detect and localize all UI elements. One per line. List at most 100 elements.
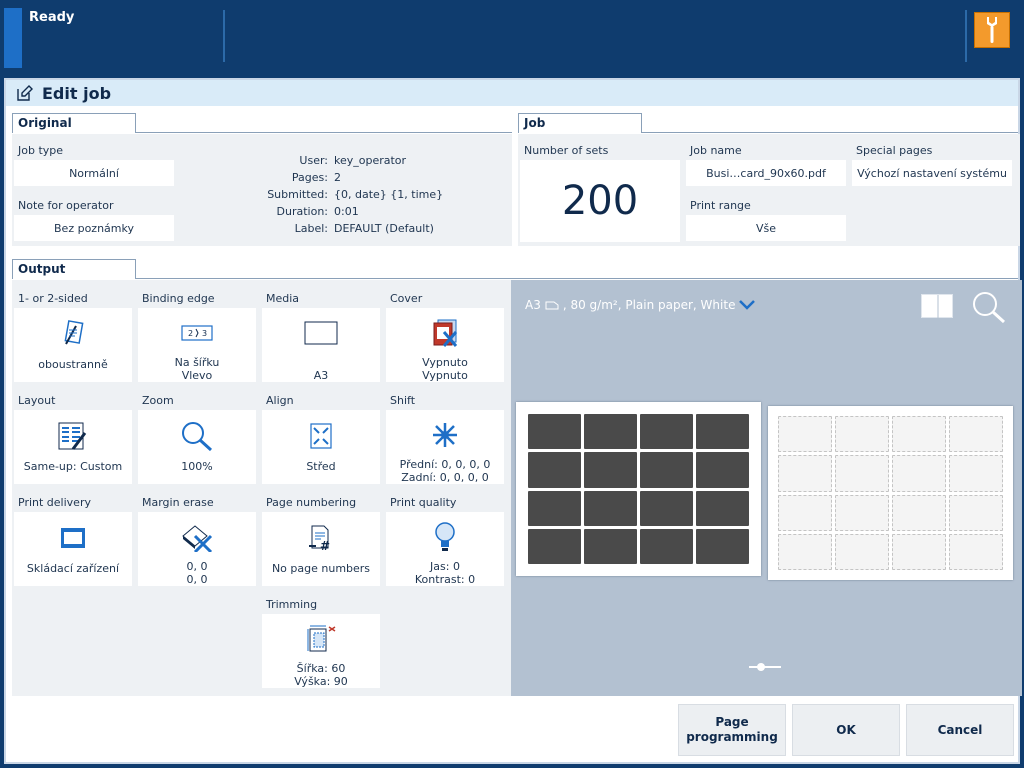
- page-programming-button[interactable]: Page programming: [678, 704, 786, 756]
- edit-job-panel: Edit job Original Job type Normální Note…: [4, 78, 1022, 764]
- tab-output[interactable]: Output: [12, 259, 136, 279]
- media-icon: [304, 321, 338, 344]
- tile-value: A3: [313, 369, 329, 382]
- section-divider: [642, 132, 1018, 133]
- tile-value: Skládací zařízení: [26, 562, 120, 575]
- cancel-button[interactable]: Cancel: [906, 704, 1014, 756]
- print-preview: A3 , 80 g/m², Plain paper, White: [511, 280, 1022, 696]
- tile-label: Align: [266, 394, 294, 407]
- tile-label: Media: [266, 292, 300, 305]
- tile-value: 100%: [181, 460, 213, 473]
- tile-label: Print delivery: [18, 496, 91, 509]
- wrench-icon: [987, 17, 997, 43]
- trimming-icon: [307, 625, 336, 652]
- tile-value: Jas: 0: [430, 560, 460, 573]
- job-name-label: Job name: [690, 144, 742, 157]
- ok-button[interactable]: OK: [792, 704, 900, 756]
- page-title: Edit job: [42, 83, 112, 103]
- info-row: Submitted: {0, date} {1, time}: [216, 186, 443, 203]
- info-key: Duration:: [276, 205, 328, 218]
- print-range-field[interactable]: Vše: [686, 215, 846, 241]
- tile-value: Vlevo: [181, 369, 213, 382]
- tile-value: Zadní: 0, 0, 0, 0: [401, 471, 489, 484]
- status-text: Ready: [29, 10, 75, 25]
- info-key: Submitted:: [267, 188, 328, 201]
- tile-label: Page numbering: [266, 496, 357, 509]
- media-tile[interactable]: A3: [262, 308, 380, 382]
- print-delivery-tile[interactable]: Skládací zařízení: [14, 512, 132, 586]
- tab-job[interactable]: Job: [518, 113, 642, 133]
- section-divider: [136, 132, 512, 133]
- preview-zoom-button[interactable]: [971, 290, 1007, 324]
- top-status-bar: Ready: [0, 0, 1024, 76]
- trimming-tile[interactable]: Šířka: 60 Výška: 90: [262, 614, 380, 688]
- job-type-field[interactable]: Normální: [14, 160, 174, 186]
- svg-text:2: 2: [188, 329, 193, 338]
- margin-erase-icon: [182, 525, 213, 552]
- two-sided-icon: [64, 320, 84, 345]
- info-value: DEFAULT (Default): [334, 222, 434, 235]
- tile-value: Vypnuto: [422, 356, 468, 369]
- page-numbering-tile[interactable]: # No page numbers: [262, 512, 380, 586]
- tile-label: 1- or 2-sided: [18, 292, 88, 305]
- back-sheet: [768, 406, 1013, 580]
- topbar-divider: [965, 10, 967, 62]
- media-selector[interactable]: A3 , 80 g/m², Plain paper, White: [525, 298, 756, 312]
- tile-label: Print quality: [390, 496, 457, 509]
- tile-value: Šířka: 60: [296, 662, 346, 675]
- page-numbering-icon: #: [309, 525, 330, 552]
- service-tool-button[interactable]: [974, 12, 1010, 48]
- tile-value: Střed: [306, 460, 336, 473]
- number-of-sets-field[interactable]: 200: [520, 160, 680, 242]
- cover-tile[interactable]: Vypnuto Vypnuto: [386, 308, 504, 382]
- paper-orientation-icon: [545, 301, 559, 310]
- svg-text:3: 3: [202, 329, 207, 338]
- print-range-label: Print range: [690, 199, 751, 212]
- special-pages-label: Special pages: [856, 144, 933, 157]
- cover-icon: [433, 319, 458, 347]
- tile-value: No page numbers: [271, 562, 371, 575]
- margin-erase-tile[interactable]: 0, 0 0, 0: [138, 512, 256, 586]
- edit-job-icon: [17, 85, 33, 101]
- job-info: User: key_operator Pages: 2 Submitted: {0, …: [216, 152, 443, 237]
- tile-label: Margin erase: [142, 496, 214, 509]
- info-key: Label:: [294, 222, 328, 235]
- tile-label: Shift: [390, 394, 416, 407]
- layout-tile[interactable]: Same-up: Custom: [14, 410, 132, 484]
- shift-icon: [433, 423, 457, 447]
- two-sided-tile[interactable]: oboustranně: [14, 308, 132, 382]
- info-value: key_operator: [334, 154, 407, 167]
- tab-original[interactable]: Original: [12, 113, 136, 133]
- info-key: Pages:: [291, 171, 328, 184]
- note-field[interactable]: Bez poznámky: [14, 215, 174, 241]
- section-divider: [136, 278, 1018, 279]
- job-name-field[interactable]: Busi…card_90x60.pdf: [686, 160, 846, 186]
- info-row: Pages: 2: [216, 169, 443, 186]
- info-row: User: key_operator: [216, 152, 443, 169]
- info-value: {0, date} {1, time}: [334, 188, 444, 201]
- sheet-view-icon: [937, 295, 939, 319]
- zoom-tile[interactable]: 100%: [138, 410, 256, 484]
- tile-value: 0, 0: [186, 573, 208, 586]
- lightbulb-icon: [435, 522, 455, 551]
- tile-value: Kontrast: 0: [414, 573, 476, 586]
- tile-value: Same-up: Custom: [23, 460, 123, 473]
- shift-tile[interactable]: Přední: 0, 0, 0, 0 Zadní: 0, 0, 0, 0: [386, 410, 504, 484]
- magnifier-icon: [973, 292, 1006, 324]
- tile-value: Na šířku: [174, 356, 220, 369]
- special-pages-field[interactable]: Výchozí nastavení systému: [852, 160, 1012, 186]
- job-type-label: Job type: [18, 144, 64, 157]
- preview-slider[interactable]: [747, 658, 783, 671]
- info-key: User:: [299, 154, 328, 167]
- chevron-down-icon[interactable]: [739, 300, 756, 310]
- align-tile[interactable]: Střed: [262, 410, 380, 484]
- media-details: , 80 g/m², Plain paper, White: [562, 298, 736, 312]
- front-sheet: [516, 402, 761, 576]
- print-quality-tile[interactable]: Jas: 0 Kontrast: 0: [386, 512, 504, 586]
- sheet-view-button[interactable]: [921, 294, 953, 319]
- print-delivery-icon: [61, 528, 85, 548]
- info-value: 0:01: [334, 205, 359, 218]
- sets-label: Number of sets: [524, 144, 609, 157]
